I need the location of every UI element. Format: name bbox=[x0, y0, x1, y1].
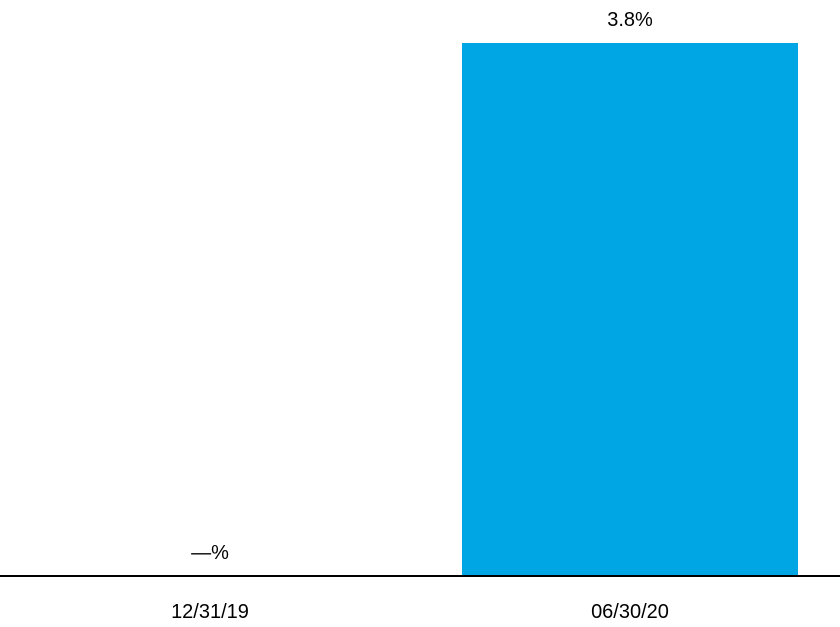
x-tick-label-0: 12/31/19 bbox=[171, 601, 249, 623]
x-tick-labels-group: 12/31/19 06/30/20 bbox=[171, 601, 669, 623]
bar-1 bbox=[462, 43, 798, 576]
data-label-1: 3.8% bbox=[607, 9, 653, 31]
data-label-0: —% bbox=[191, 542, 229, 564]
x-tick-label-1: 06/30/20 bbox=[591, 601, 669, 623]
data-labels-group: —% 3.8% bbox=[191, 9, 653, 564]
bars-group bbox=[462, 43, 798, 576]
